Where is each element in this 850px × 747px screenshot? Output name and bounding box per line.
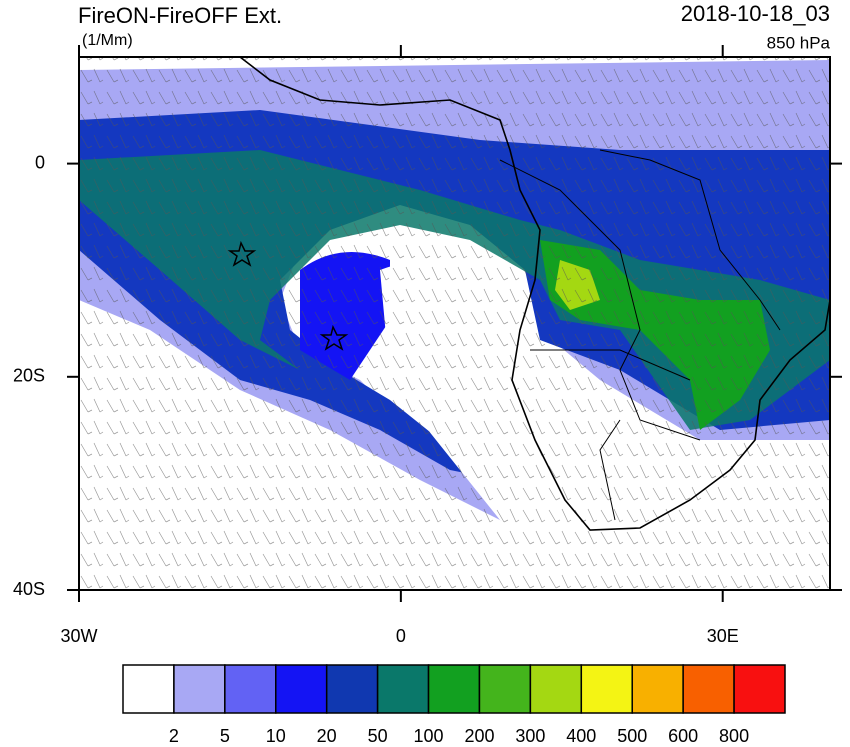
colorbar-box (733, 664, 786, 714)
colorbar-box (580, 664, 633, 714)
colorbar-label: 800 (719, 726, 749, 746)
colorbar-label: 2 (169, 726, 179, 746)
lon-label: 30W (60, 626, 97, 646)
lat-label: 0 (35, 152, 45, 172)
colorbar-label: 500 (617, 726, 647, 746)
colorbar-label: 100 (414, 726, 444, 746)
colorbar-label: 400 (566, 726, 596, 746)
colorbar-label: 5 (220, 726, 230, 746)
level: 850 hPa (767, 33, 831, 52)
colorbar-box (682, 664, 735, 714)
colorbar-label: 20 (317, 726, 337, 746)
colorbar-box (173, 664, 226, 714)
colorbar-box (427, 664, 481, 714)
lat-label: 40S (13, 579, 45, 599)
colorbar-box (478, 664, 532, 714)
colorbar-box (325, 664, 379, 714)
colorbar-label: 50 (368, 726, 388, 746)
colorbar-box (224, 664, 277, 714)
colorbar-label: 10 (266, 726, 286, 746)
colorbar-box (376, 664, 430, 714)
colorbar-box (631, 664, 684, 714)
wind-barbs (79, 57, 830, 590)
map-field (79, 57, 830, 590)
star-marker (319, 324, 349, 351)
borders (499, 149, 781, 521)
title: FireON-FireOFF Ext. (78, 3, 282, 28)
colorbar-label: 200 (464, 726, 494, 746)
star-marker (227, 240, 257, 267)
lat-label: 20S (13, 366, 45, 386)
colorbar-box (529, 664, 583, 714)
colorbar-label: 300 (515, 726, 545, 746)
units: (1/Mm) (82, 32, 133, 49)
lon-label: 30E (707, 626, 739, 646)
colorbar-box (122, 664, 175, 714)
map-frame (78, 56, 831, 591)
colorbar-box (275, 664, 328, 714)
colorbar-label: 600 (668, 726, 698, 746)
lon-label: 0 (396, 626, 406, 646)
date: 2018-10-18_03 (681, 1, 830, 26)
coastline (239, 57, 830, 531)
